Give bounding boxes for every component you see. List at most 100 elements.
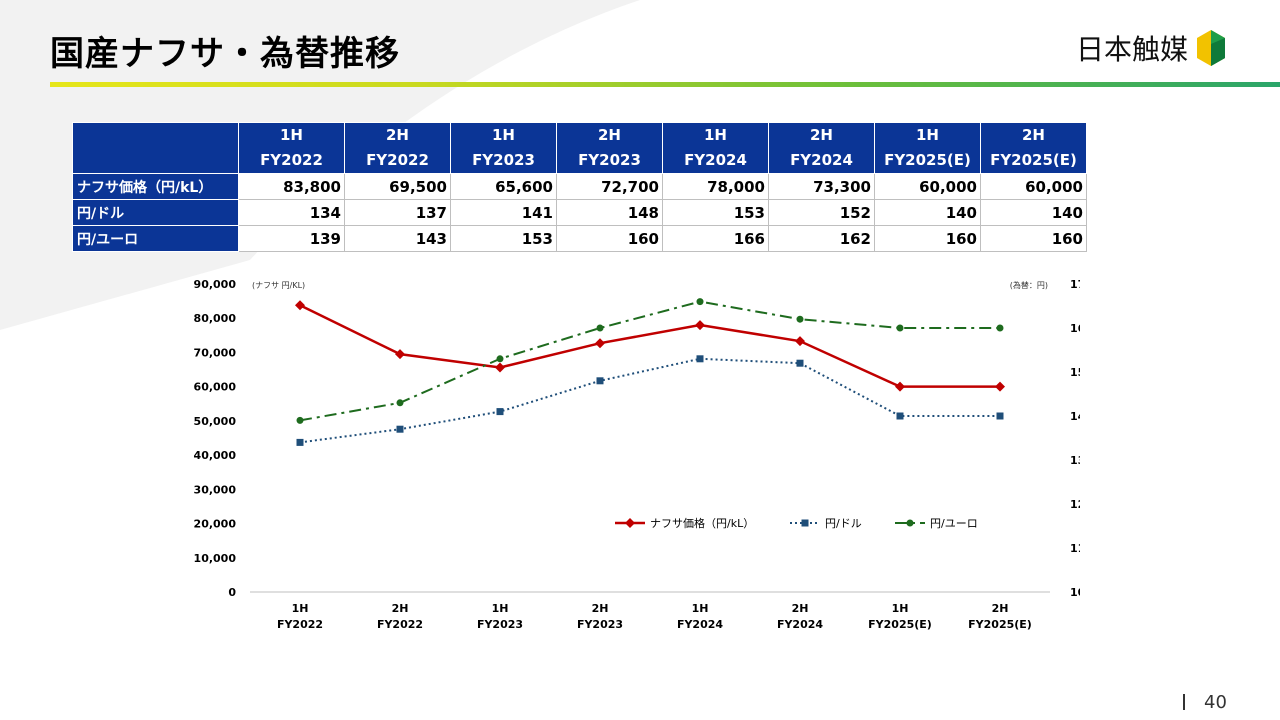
- column-header-line: FY2023: [472, 151, 535, 169]
- table-cell: 160: [980, 225, 1087, 252]
- data-point: [595, 338, 605, 349]
- y-right-axis-label: (為替：円): [1010, 280, 1048, 290]
- column-header-line: 2H: [598, 126, 621, 144]
- column-header-line: 1H: [704, 126, 727, 144]
- table-cell: 139: [238, 225, 345, 252]
- y-right-tick-label: 130: [1070, 454, 1080, 467]
- data-point: [996, 324, 1004, 332]
- table-cell: 65,600: [450, 173, 557, 200]
- legend-label: 円/ドル: [825, 517, 862, 530]
- table-cell: 69,500: [344, 173, 451, 200]
- series-line-2: [299, 300, 1000, 422]
- data-point: [396, 399, 404, 407]
- y-left-axis-label: (ナフサ 円/KL): [252, 281, 305, 290]
- data-point: [995, 381, 1005, 392]
- y-left-tick-label: 10,000: [194, 552, 237, 565]
- table-cell: 152: [768, 199, 875, 226]
- y-right-tick-label: 160: [1070, 322, 1080, 335]
- x-tick-label: FY2024: [677, 618, 723, 631]
- table-column-header: 1H FY2024: [662, 122, 769, 174]
- data-point: [596, 324, 604, 332]
- table-cell: 78,000: [662, 173, 769, 200]
- table-column-header: 1H FY2023: [450, 122, 557, 174]
- data-point: [295, 300, 305, 311]
- page-number: 40: [1204, 692, 1227, 713]
- y-left-tick-label: 30,000: [194, 483, 237, 496]
- table-cell: 160: [556, 225, 663, 252]
- x-tick-label: FY2023: [477, 618, 523, 631]
- column-header-line: 2H: [810, 126, 833, 144]
- table-cell: 140: [980, 199, 1087, 226]
- data-point: [596, 377, 604, 385]
- x-tick-label: 2H: [592, 602, 609, 615]
- series-line-0: [299, 304, 1000, 388]
- column-header-line: FY2023: [578, 151, 641, 169]
- y-left-tick-label: 20,000: [194, 518, 237, 531]
- table-cell: 143: [344, 225, 451, 252]
- x-tick-label: FY2022: [377, 618, 423, 631]
- page-number-bar: [1183, 694, 1185, 710]
- row-label: ナフサ価格（円/kL）: [72, 173, 239, 200]
- table-row: 円/ユーロ 139 143 153 160 166 162 160 160: [72, 225, 1087, 252]
- table-row: ナフサ価格（円/kL） 83,800 69,500 65,600 72,700 78,00…: [72, 173, 1087, 200]
- table-column-header: 2H FY2023: [556, 122, 663, 174]
- column-header-line: FY2025(E): [884, 151, 971, 169]
- column-header-line: FY2022: [260, 151, 323, 169]
- x-tick-label: 1H: [892, 602, 909, 615]
- page-title: 国産ナフサ・為替推移: [50, 34, 400, 74]
- data-point: [695, 320, 705, 331]
- logo-text: 日本触媒: [1076, 33, 1189, 66]
- table-cell: 160: [874, 225, 981, 252]
- table-column-header: 2H FY2024: [768, 122, 875, 174]
- y-right-tick-label: 150: [1070, 366, 1080, 379]
- row-label: 円/ドル: [72, 199, 239, 226]
- column-header-line: 1H: [280, 126, 303, 144]
- x-tick-label: FY2023: [577, 618, 623, 631]
- data-point: [896, 324, 904, 332]
- table-cell: 166: [662, 225, 769, 252]
- line-chart: 0 10,000 20,000 30,000 40,000 50,000 60,000 70,…: [194, 278, 1080, 631]
- data-point: [795, 336, 805, 347]
- table-cell: 72,700: [556, 173, 663, 200]
- table-cell: 60,000: [874, 173, 981, 200]
- y-right-tick-label: 100: [1070, 586, 1080, 599]
- table-cell: 83,800: [238, 173, 345, 200]
- y-right-tick-label: 140: [1070, 410, 1080, 423]
- x-tick-label: 2H: [392, 602, 409, 615]
- column-header-line: FY2022: [366, 151, 429, 169]
- table-column-header: 1H FY2022: [238, 122, 345, 174]
- column-header-line: 1H: [916, 126, 939, 144]
- y-left-tick-label: 60,000: [194, 381, 237, 394]
- data-point: [796, 359, 804, 367]
- x-tick-label: 2H: [792, 602, 809, 615]
- legend-label: ナフサ価格（円/kL）: [650, 516, 754, 530]
- column-header-line: 1H: [492, 126, 515, 144]
- x-tick-label: 1H: [492, 602, 509, 615]
- data-point: [895, 381, 905, 392]
- table-header-row: 1H FY2022 2H FY2022 1H FY2023 2H FY2023 1H FY2024…: [72, 122, 1087, 174]
- data-point: [496, 355, 504, 363]
- legend-swatch-marker: [625, 518, 635, 528]
- table-cell: 153: [662, 199, 769, 226]
- x-tick-label: FY2025(E): [968, 618, 1032, 631]
- data-point: [996, 412, 1004, 420]
- table-row: 円/ドル 134 137 141 148 153 152 140 140: [72, 199, 1087, 226]
- y-left-tick-label: 40,000: [194, 449, 237, 462]
- column-header-line: 2H: [386, 126, 409, 144]
- table-column-header: 2H FY2022: [344, 122, 451, 174]
- y-left-tick-label: 50,000: [194, 415, 237, 428]
- table-cell: 148: [556, 199, 663, 226]
- data-point: [696, 298, 704, 306]
- company-logo: 日本触媒: [1076, 28, 1226, 68]
- y-left-tick-label: 0: [228, 586, 236, 599]
- data-point: [395, 349, 405, 360]
- y-right-tick-label: 120: [1070, 498, 1080, 511]
- column-header-line: 2H: [1022, 126, 1045, 144]
- title-underline: [50, 82, 1280, 87]
- data-point: [296, 416, 304, 424]
- y-left-tick-label: 70,000: [194, 346, 237, 359]
- table-cell: 141: [450, 199, 557, 226]
- column-header-line: FY2024: [790, 151, 853, 169]
- data-table: 1H FY2022 2H FY2022 1H FY2023 2H FY2023 1H FY2024…: [72, 122, 1087, 252]
- x-tick-label: FY2024: [777, 618, 823, 631]
